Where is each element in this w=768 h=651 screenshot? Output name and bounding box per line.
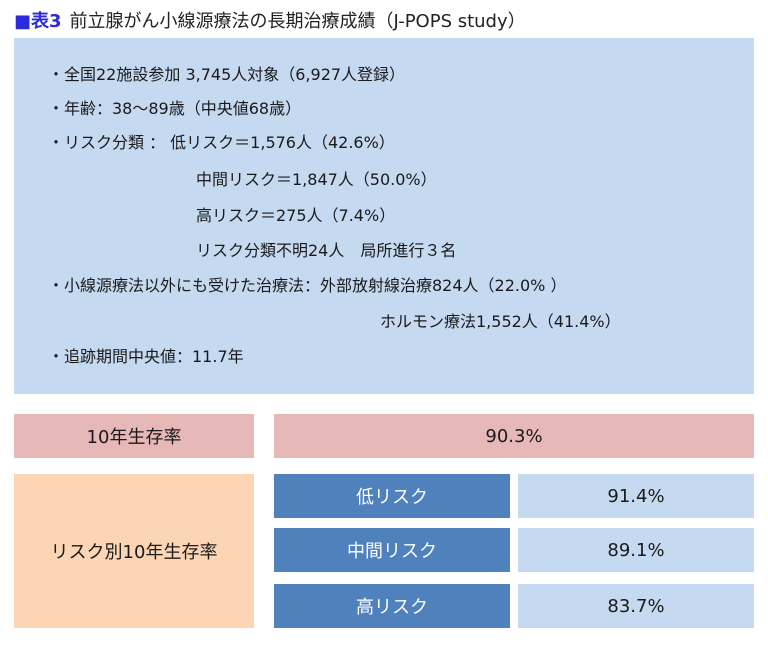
risk-survival-label: リスク別10年生存率 [14,474,254,628]
summary-line-followup: ・追跡期間中央値：11.7年 [48,347,244,366]
study-summary-box: ・全国22施設参加 3,745人対象（6,927人登録） ・年齢：38〜89歳（… [14,38,754,394]
risk-high-value: 83.7% [518,584,754,628]
risk-low-label: 低リスク [274,474,510,518]
summary-line-other-treatment: ・小線源療法以外にも受けた治療法：外部放射線治療824人（22.0% ） [48,276,567,295]
summary-line-risk-low: ・リスク分類 ： 低リスク＝1,576人（42.6%） [48,133,395,152]
overall-survival-label: 10年生存率 [14,414,254,458]
risk-intermediate-value: 89.1% [518,528,754,572]
summary-line-age: ・年齢：38〜89歳（中央値68歳） [48,99,302,118]
summary-line-risk-unknown: リスク分類不明24人 局所進行３名 [196,241,457,260]
risk-low-value: 91.4% [518,474,754,518]
summary-line-risk-intermediate: 中間リスク＝1,847人（50.0%） [196,170,437,189]
summary-line-risk-high: 高リスク＝275人（7.4%） [196,206,396,225]
risk-intermediate-label: 中間リスク [274,528,510,572]
summary-line-hormone-therapy: ホルモン療法1,552人（41.4%） [380,312,621,331]
table-title-text: 前立腺がん小線源療法の長期治療成績（J-POPS study） [69,11,526,32]
overall-survival-value: 90.3% [274,414,754,458]
risk-high-label: 高リスク [274,584,510,628]
summary-line-facilities: ・全国22施設参加 3,745人対象（6,927人登録） [48,65,406,84]
table-title: ■表3 前立腺がん小線源療法の長期治療成績（J-POPS study） [14,8,526,36]
table-number-label: ■表3 [14,11,62,32]
